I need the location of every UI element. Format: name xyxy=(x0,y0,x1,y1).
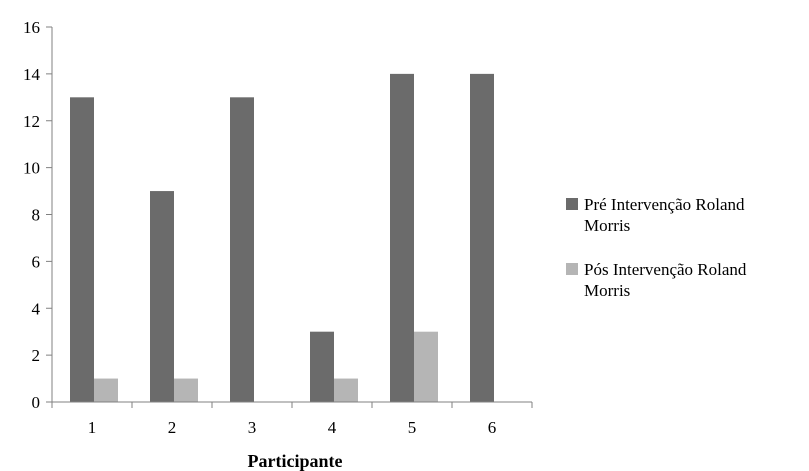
bar-pre xyxy=(310,331,334,402)
y-tick-label: 10 xyxy=(23,159,40,178)
x-tick-label: 6 xyxy=(488,418,497,437)
y-tick-label: 4 xyxy=(32,299,41,318)
bars-layer xyxy=(70,73,494,402)
bar-pre xyxy=(70,97,94,402)
y-tick-label: 14 xyxy=(23,65,41,84)
axes-layer xyxy=(51,27,532,403)
bar-pre xyxy=(230,97,254,402)
y-axis-ticks: 0 2 4 6 8 10 12 14 16 xyxy=(23,18,52,412)
x-tick-label: 4 xyxy=(328,418,337,437)
x-tick-label: 5 xyxy=(408,418,417,437)
y-tick-label: 12 xyxy=(23,112,40,131)
y-tick-label: 0 xyxy=(32,393,41,412)
x-tick-label: 3 xyxy=(248,418,257,437)
y-tick-label: 16 xyxy=(23,18,40,37)
legend-label-pos: Pós Intervenção Roland Morris xyxy=(584,260,747,300)
bar-pre xyxy=(150,191,174,402)
y-tick-label: 6 xyxy=(32,252,41,271)
legend-swatch-pre xyxy=(566,198,578,210)
y-tick-label: 8 xyxy=(32,206,41,225)
legend-swatch-pos xyxy=(566,263,578,275)
x-tick-label: 2 xyxy=(168,418,177,437)
bar-pre xyxy=(470,73,494,402)
legend: Pré Intervenção Roland Morris Pós Interven… xyxy=(566,195,747,300)
bar-pos xyxy=(414,331,438,402)
x-axis-title: Participante xyxy=(248,451,343,471)
y-tick-label: 2 xyxy=(32,346,41,365)
bar-pre xyxy=(390,73,414,402)
x-axis-ticks: 1 2 3 4 5 6 xyxy=(51,402,533,437)
bar-pos xyxy=(94,378,118,402)
legend-label-pre: Pré Intervenção Roland Morris xyxy=(584,195,745,235)
bar-pos xyxy=(334,378,358,402)
x-tick-label: 1 xyxy=(88,418,97,437)
bar-pos xyxy=(174,378,198,402)
